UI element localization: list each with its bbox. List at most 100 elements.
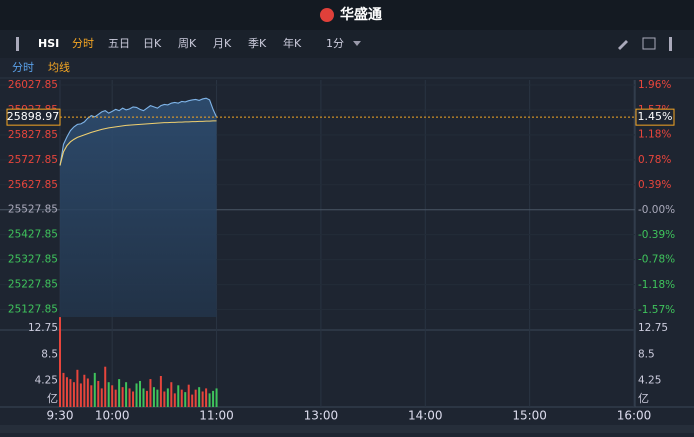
volume-bar xyxy=(163,391,166,407)
y2-tick-label: -0.39% xyxy=(638,229,675,241)
volume-bar xyxy=(121,387,124,407)
volume-bar xyxy=(170,382,173,407)
volume-bar xyxy=(142,388,145,407)
interval-select[interactable]: 1分 xyxy=(326,37,344,50)
unit-label: 亿 xyxy=(47,392,58,405)
dropdown-arrow[interactable] xyxy=(353,41,361,46)
volume-bar xyxy=(198,387,201,407)
last-change: 1.45% xyxy=(638,110,673,123)
y2-tick-label: -1.18% xyxy=(638,279,675,291)
volume-bar xyxy=(201,391,204,407)
volume-bar xyxy=(107,382,110,407)
x-tick-label: 15:00 xyxy=(512,409,547,423)
volume-bar xyxy=(194,389,197,407)
last-price: 25898.97 xyxy=(7,110,60,123)
volume-tick-label: 12.75 xyxy=(28,322,58,334)
volume-bar xyxy=(111,385,114,407)
volume-bar xyxy=(128,388,131,407)
x-tick-label: 10:00 xyxy=(95,409,130,423)
y-tick-label: 25127.85 xyxy=(8,304,58,316)
volume-bar xyxy=(118,379,121,407)
volume-bar xyxy=(104,366,107,407)
sub-tab[interactable]: 分时 xyxy=(12,61,34,74)
volume-bar xyxy=(173,393,176,407)
volume-bar xyxy=(208,393,211,407)
last-price-box xyxy=(6,108,61,126)
x-tick-label: 14:00 xyxy=(408,409,443,423)
tab[interactable]: 季K xyxy=(248,37,267,50)
y2-tick-label: -0.00% xyxy=(638,204,675,216)
collapse-icon[interactable] xyxy=(16,37,19,51)
volume-bar xyxy=(83,374,86,407)
volume-bar xyxy=(205,388,208,407)
volume-bar xyxy=(125,382,128,407)
volume-bar xyxy=(145,390,148,407)
y2-tick-label: 1.96% xyxy=(638,79,671,91)
volume-bar xyxy=(69,379,72,407)
symbol: HSI xyxy=(38,37,59,50)
tab[interactable]: 月K xyxy=(213,37,232,50)
y2-tick-label: -1.57% xyxy=(638,304,675,316)
volume-bar xyxy=(139,380,142,407)
sub-tab-bar xyxy=(0,58,694,78)
y-tick-label: 25527.85 xyxy=(8,204,58,216)
volume-bar xyxy=(114,389,117,407)
tab[interactable]: 分时 xyxy=(72,37,94,50)
y2-tick-label: 0.39% xyxy=(638,179,671,191)
volume-bar xyxy=(212,390,215,407)
tab[interactable]: 年K xyxy=(283,36,302,50)
volume-bar xyxy=(180,389,183,407)
y-tick-label: 25827.85 xyxy=(8,129,58,141)
volume-bar xyxy=(184,392,187,407)
volume-bar xyxy=(100,388,103,407)
volume-bar xyxy=(59,317,61,407)
y2-tick-label: -0.78% xyxy=(638,254,675,266)
volume-tick-label: 8.5 xyxy=(41,348,58,360)
volume-bar xyxy=(159,376,162,407)
x-tick-label: 11:00 xyxy=(199,409,234,423)
y-tick-label: 25227.85 xyxy=(8,279,58,291)
sub-tab[interactable]: 均线 xyxy=(48,60,70,74)
y-tick-label: 25627.85 xyxy=(8,179,58,191)
logo: 华盛通 xyxy=(340,6,382,23)
y-tick-label: 25427.85 xyxy=(8,229,58,241)
volume-bar xyxy=(135,383,138,407)
logo-icon xyxy=(320,8,334,22)
volume-tick-label: 12.75 xyxy=(638,322,668,334)
volume-bar xyxy=(97,380,100,407)
volume-bar xyxy=(187,384,190,407)
volume-bar xyxy=(166,388,169,407)
last-change-box xyxy=(635,108,675,126)
y-tick-label: 25327.85 xyxy=(8,254,58,266)
volume-tick-label: 4.25 xyxy=(638,375,661,387)
expand-icon[interactable] xyxy=(669,37,672,51)
volume-bar xyxy=(132,391,135,407)
volume-bar xyxy=(90,385,93,407)
series-line xyxy=(59,120,217,166)
volume-bar xyxy=(149,379,152,407)
y2-tick-label: 1.18% xyxy=(638,129,671,141)
volume-bar xyxy=(86,378,89,407)
volume-bar xyxy=(65,377,68,407)
draw-icon[interactable] xyxy=(618,40,628,50)
scrollbar[interactable] xyxy=(0,425,694,433)
y-tick-label: 26027.85 xyxy=(8,79,58,91)
fullscreen-icon[interactable] xyxy=(642,37,656,50)
x-tick-label: 16:00 xyxy=(617,409,652,423)
y-tick-label: 25727.85 xyxy=(8,154,58,166)
volume-tick-label: 4.25 xyxy=(35,375,58,387)
x-tick-label: 9:30 xyxy=(47,409,74,423)
tab[interactable]: 日K xyxy=(143,37,162,50)
tab[interactable]: 五日 xyxy=(108,37,130,50)
series-line xyxy=(59,97,218,166)
tab[interactable]: 周K xyxy=(178,37,197,50)
volume-bar xyxy=(79,383,82,407)
y2-tick-label: 0.78% xyxy=(638,154,671,166)
unit-label: 亿 xyxy=(638,392,649,405)
volume-tick-label: 8.5 xyxy=(638,348,655,360)
x-tick-label: 13:00 xyxy=(304,409,339,423)
volume-bar xyxy=(215,388,218,407)
volume-bar xyxy=(76,369,79,407)
